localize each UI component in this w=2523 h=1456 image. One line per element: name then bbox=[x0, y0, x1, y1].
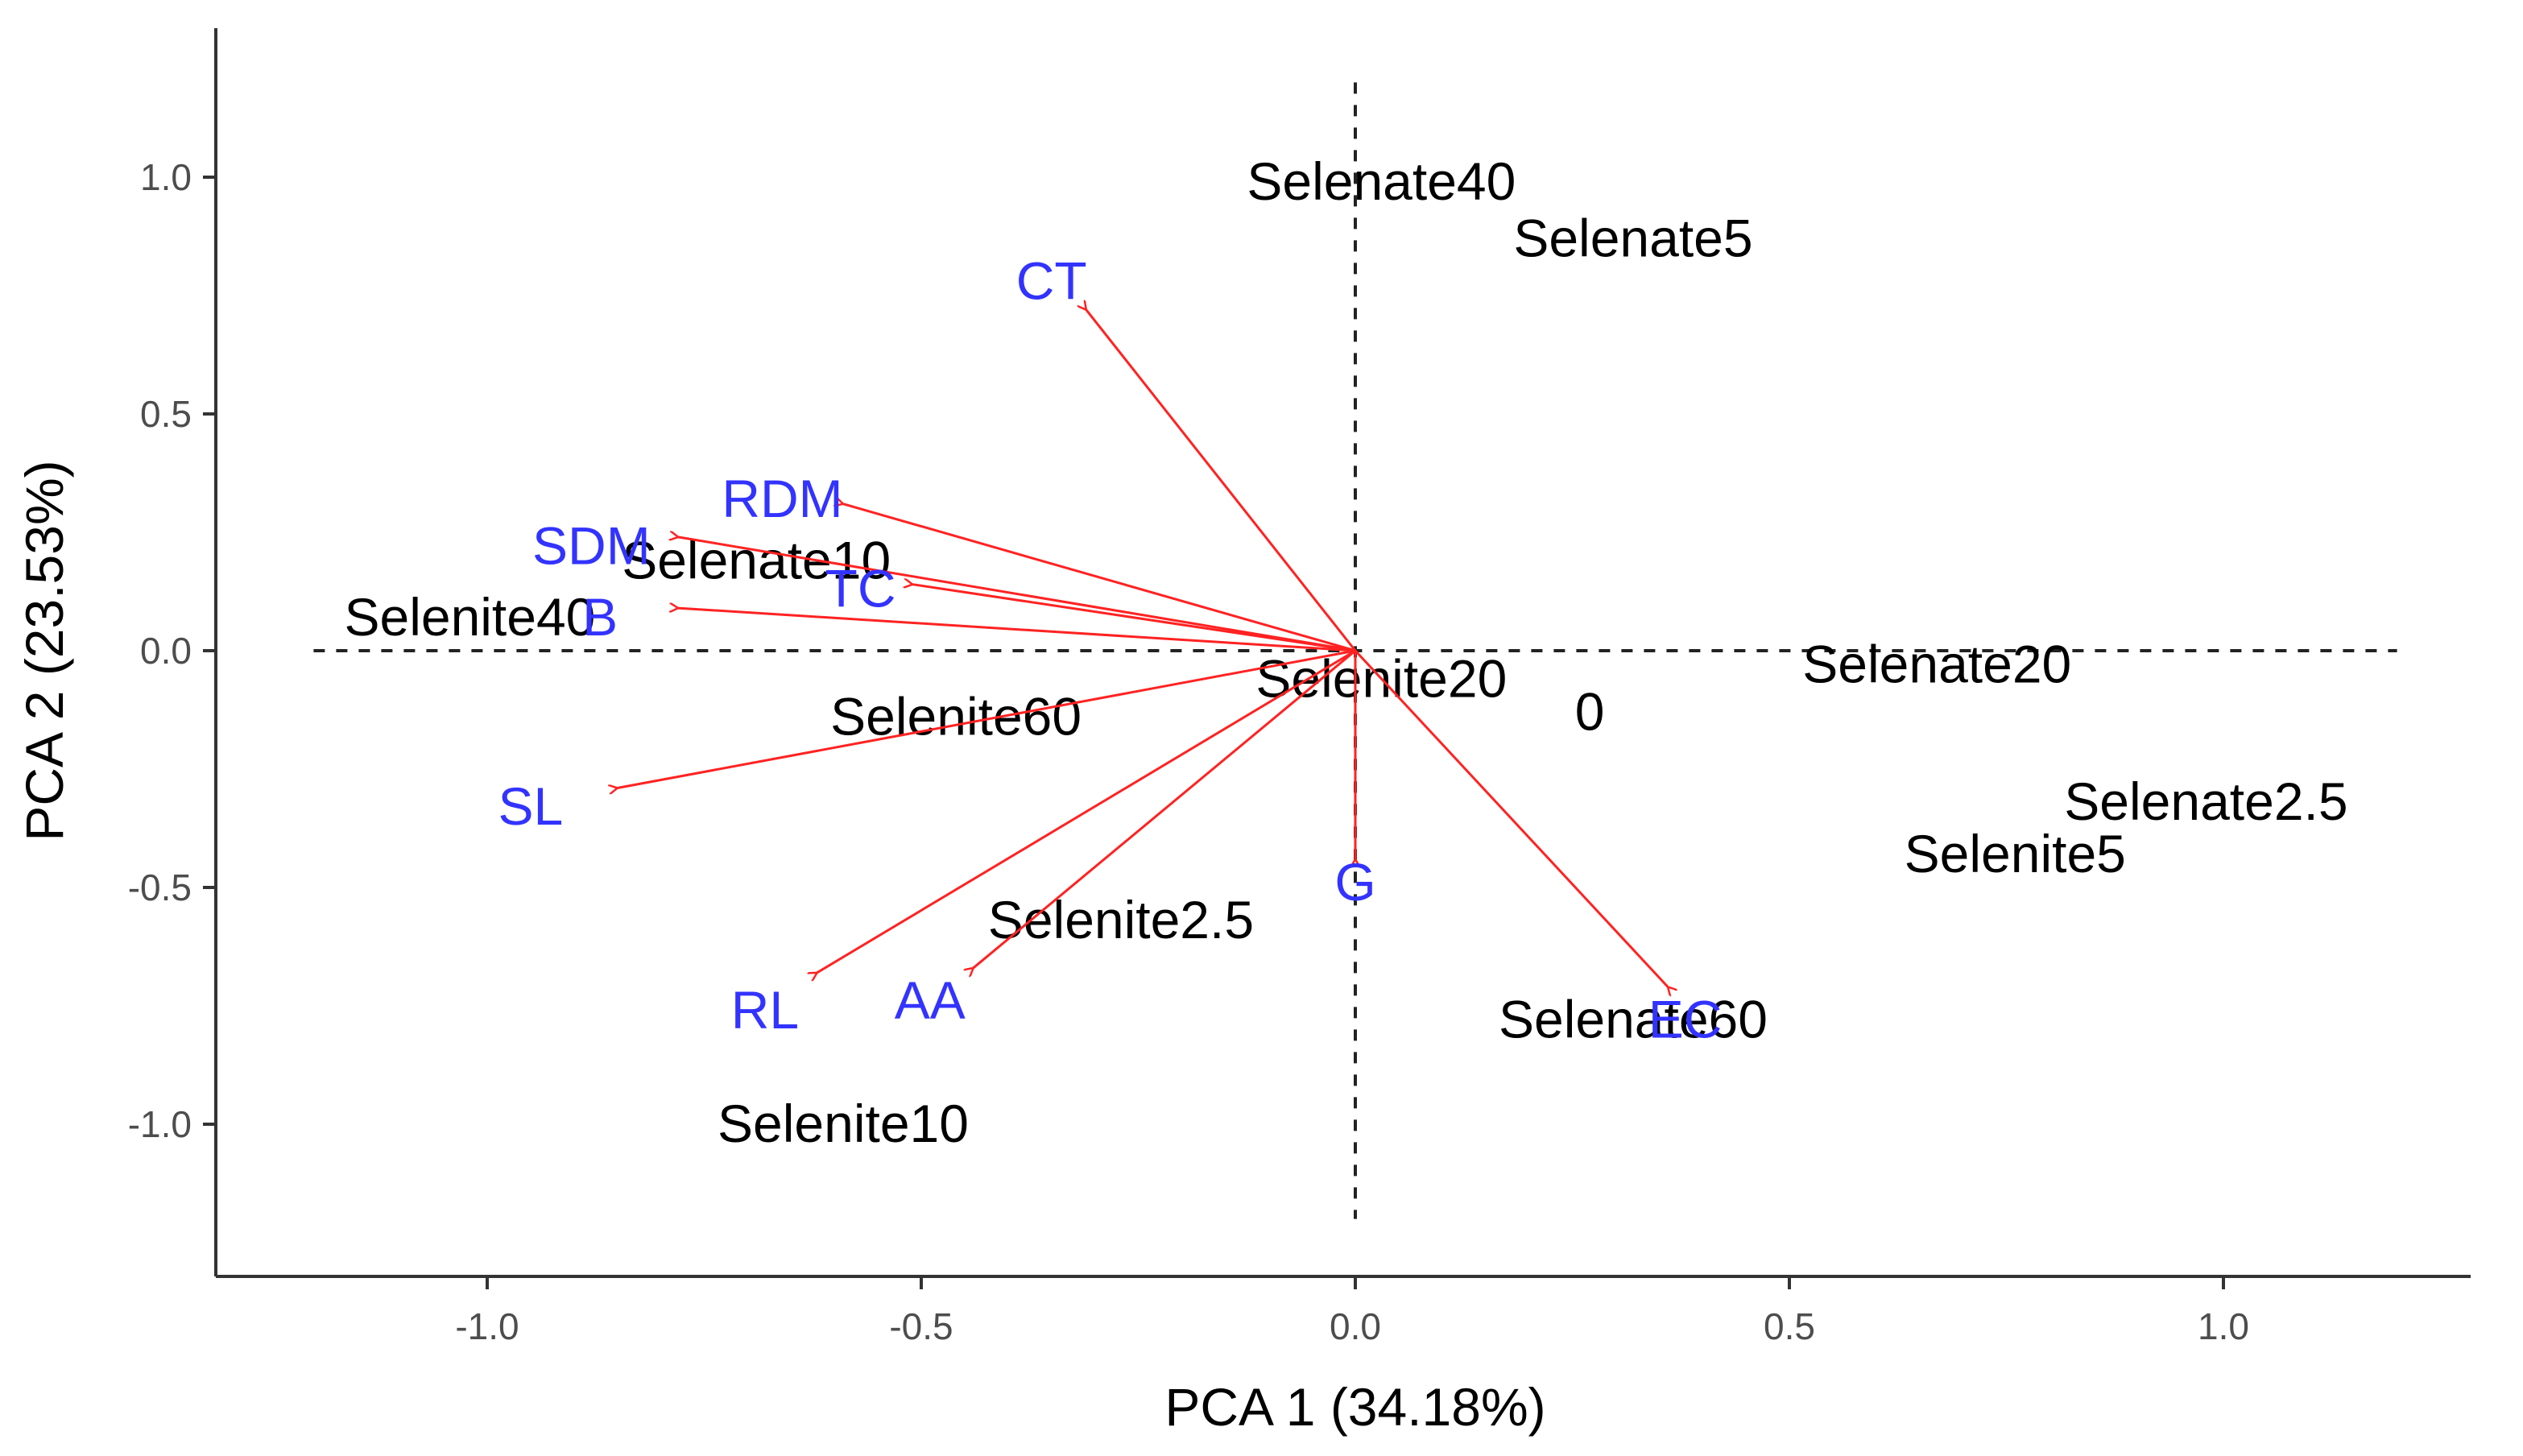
observation-label: Selenite10 bbox=[718, 1094, 969, 1153]
x-tick-label: 0.5 bbox=[1764, 1305, 1815, 1347]
x-axis-title: PCA 1 (34.18%) bbox=[1164, 1377, 1545, 1437]
loading-arrow-rl bbox=[817, 649, 1356, 973]
variable-label: TC bbox=[825, 559, 896, 618]
variable-label: RDM bbox=[722, 469, 842, 528]
observation-label: Selenate60 bbox=[1499, 990, 1768, 1049]
observation-label: 0 bbox=[1575, 681, 1605, 741]
observation-label: Selenate2.5 bbox=[2064, 771, 2347, 831]
x-tick-label: -0.5 bbox=[889, 1305, 953, 1347]
variable-label: SL bbox=[498, 776, 564, 836]
y-tick-label: 0.5 bbox=[140, 393, 192, 435]
y-axis-title: PCA 2 (23.53%) bbox=[14, 460, 74, 841]
loading-arrow-ct bbox=[1086, 310, 1357, 651]
loading-arrow-aa bbox=[974, 649, 1356, 968]
observation-label: Selenate40 bbox=[1247, 151, 1516, 211]
observation-label: Selenite5 bbox=[1905, 824, 2126, 883]
loading-arrow-sl bbox=[618, 649, 1356, 788]
x-tick-label: 1.0 bbox=[2198, 1305, 2249, 1347]
loading-arrow-b bbox=[678, 608, 1356, 652]
loading-arrow-rdm bbox=[843, 504, 1356, 652]
variable-label: G bbox=[1334, 852, 1375, 912]
observation-label: Selenate10 bbox=[622, 530, 891, 589]
observation-label: Selenate20 bbox=[1802, 635, 2071, 694]
variable-label: SDM bbox=[532, 516, 651, 576]
y-tick-label: 0.0 bbox=[140, 630, 192, 672]
y-tick-label: -1.0 bbox=[128, 1103, 192, 1145]
observation-label: Selenite60 bbox=[830, 686, 1082, 746]
variable-label: CT bbox=[1016, 250, 1087, 310]
y-tick-label: -0.5 bbox=[128, 867, 192, 908]
observation-label: Selenate5 bbox=[1513, 208, 1752, 267]
observation-label: Selenite40 bbox=[344, 587, 595, 647]
variable-label: B bbox=[582, 587, 618, 647]
loading-arrow-tc bbox=[912, 585, 1356, 652]
variable-label: RL bbox=[731, 980, 799, 1040]
x-tick-label: 0.0 bbox=[1330, 1305, 1381, 1347]
y-tick-label: 1.0 bbox=[140, 156, 192, 198]
variable-label: AA bbox=[895, 970, 966, 1030]
variable-label: EC bbox=[1648, 990, 1723, 1049]
loading-arrow-ec bbox=[1354, 649, 1668, 987]
x-tick-label: -1.0 bbox=[455, 1305, 519, 1347]
observation-label: Selenite2.5 bbox=[988, 890, 1254, 949]
loading-arrow-sdm bbox=[678, 537, 1356, 652]
